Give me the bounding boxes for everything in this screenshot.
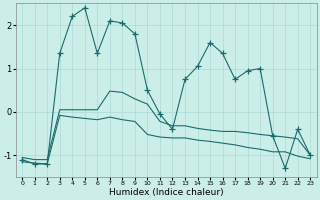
X-axis label: Humidex (Indice chaleur): Humidex (Indice chaleur) [109,188,224,197]
